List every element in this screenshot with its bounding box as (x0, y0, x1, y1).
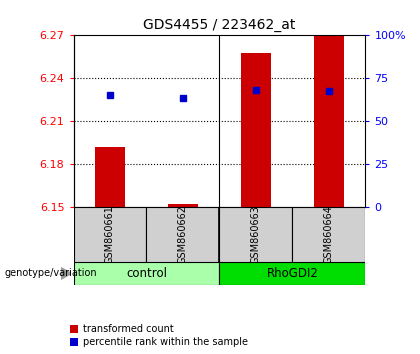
Bar (95, 147, 125, 207)
Text: genotype/variation: genotype/variation (4, 268, 97, 279)
Bar (314, 35, 344, 207)
Text: GSM860661: GSM860661 (105, 205, 115, 264)
Bar (220, 262, 365, 285)
Bar (220, 207, 292, 262)
Bar (147, 207, 220, 262)
Text: RhoGDI2: RhoGDI2 (266, 267, 318, 280)
Bar (241, 52, 270, 207)
Polygon shape (61, 268, 71, 279)
Bar (74, 262, 220, 285)
Text: GSM860663: GSM860663 (251, 205, 261, 264)
Text: control: control (126, 267, 167, 280)
Legend: transformed count, percentile rank within the sample: transformed count, percentile rank withi… (70, 325, 248, 347)
Bar (292, 207, 365, 262)
Text: GSM860664: GSM860664 (324, 205, 334, 264)
Text: GSM860662: GSM860662 (178, 205, 188, 264)
Bar (74, 207, 147, 262)
Bar (168, 204, 197, 207)
Title: GDS4455 / 223462_at: GDS4455 / 223462_at (143, 18, 296, 32)
